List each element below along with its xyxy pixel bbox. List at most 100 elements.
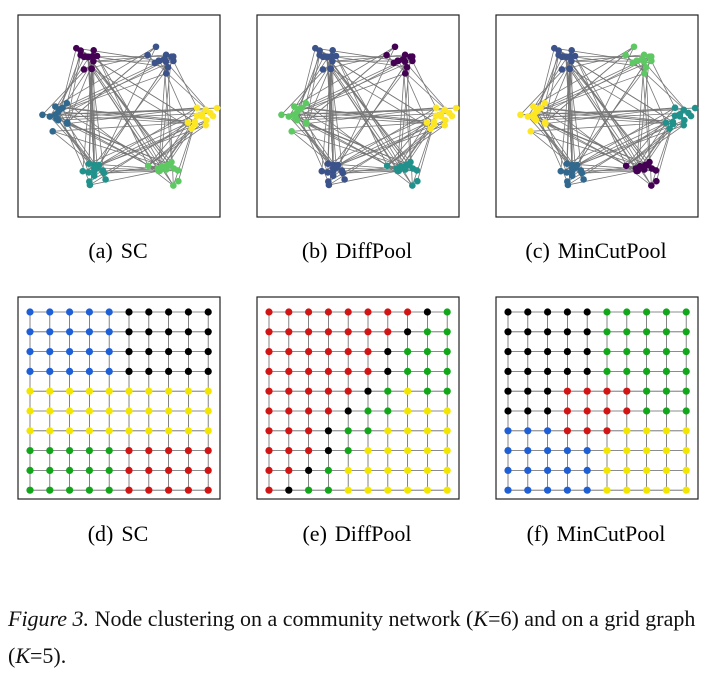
node	[66, 308, 73, 315]
node	[603, 447, 610, 454]
node	[404, 348, 411, 355]
node	[404, 368, 411, 375]
node	[441, 122, 448, 129]
node	[683, 368, 690, 375]
node	[305, 487, 312, 494]
node	[643, 487, 650, 494]
node	[26, 388, 33, 395]
node	[265, 467, 272, 474]
node	[285, 388, 292, 395]
node	[564, 308, 571, 315]
node	[321, 53, 328, 60]
node	[185, 407, 192, 414]
node	[318, 168, 325, 175]
node	[125, 308, 132, 315]
node	[431, 119, 438, 126]
node	[603, 308, 610, 315]
node	[86, 487, 93, 494]
node	[544, 487, 551, 494]
node	[185, 119, 192, 126]
node	[86, 368, 93, 375]
node	[663, 407, 670, 414]
node	[623, 328, 630, 335]
node	[663, 368, 670, 375]
node	[167, 162, 174, 169]
node	[384, 487, 391, 494]
node	[325, 348, 332, 355]
node	[106, 487, 113, 494]
node	[384, 427, 391, 434]
node	[66, 487, 73, 494]
node	[26, 427, 33, 434]
node	[424, 407, 431, 414]
node	[329, 47, 336, 54]
node	[26, 308, 33, 315]
node	[185, 368, 192, 375]
node	[643, 308, 650, 315]
node	[345, 368, 352, 375]
node	[205, 368, 212, 375]
node	[185, 308, 192, 315]
caption-var: K	[473, 606, 488, 631]
node	[49, 128, 56, 135]
node	[384, 467, 391, 474]
node	[414, 178, 421, 185]
panel-label: (a)	[88, 238, 112, 263]
node	[165, 328, 172, 335]
node	[424, 427, 431, 434]
node	[55, 117, 62, 124]
node	[504, 427, 511, 434]
panel-caption: (b)DiffPool	[302, 238, 412, 263]
node	[643, 368, 650, 375]
node	[86, 178, 93, 185]
panel-caption: (c)MinCutPool	[525, 238, 666, 263]
node	[524, 328, 531, 335]
panel-label: (f)	[527, 521, 549, 546]
node	[185, 348, 192, 355]
node	[125, 487, 132, 494]
node	[564, 368, 571, 375]
node	[46, 368, 53, 375]
node	[524, 348, 531, 355]
node	[544, 328, 551, 335]
node	[285, 447, 292, 454]
node	[66, 467, 73, 474]
node	[341, 176, 348, 183]
node	[205, 388, 212, 395]
node	[504, 328, 511, 335]
node	[325, 467, 332, 474]
node	[66, 328, 73, 335]
node	[384, 163, 391, 170]
node	[524, 368, 531, 375]
node	[364, 487, 371, 494]
node	[560, 53, 567, 60]
node	[100, 167, 107, 174]
node	[364, 447, 371, 454]
node	[339, 167, 346, 174]
node	[345, 328, 352, 335]
node	[384, 447, 391, 454]
node	[424, 308, 431, 315]
node	[544, 368, 551, 375]
node	[170, 182, 177, 189]
node	[584, 407, 591, 414]
panel-name: DiffPool	[335, 521, 412, 546]
node	[320, 66, 327, 73]
node	[504, 467, 511, 474]
node	[194, 104, 201, 111]
node	[46, 427, 53, 434]
node	[185, 467, 192, 474]
node	[406, 162, 413, 169]
node	[81, 66, 88, 73]
node	[66, 447, 73, 454]
node	[265, 487, 272, 494]
node	[106, 427, 113, 434]
node	[524, 467, 531, 474]
node	[527, 128, 534, 135]
node	[324, 169, 331, 176]
node	[86, 328, 93, 335]
node	[345, 407, 352, 414]
node	[305, 388, 312, 395]
node	[566, 66, 573, 73]
node	[285, 407, 292, 414]
